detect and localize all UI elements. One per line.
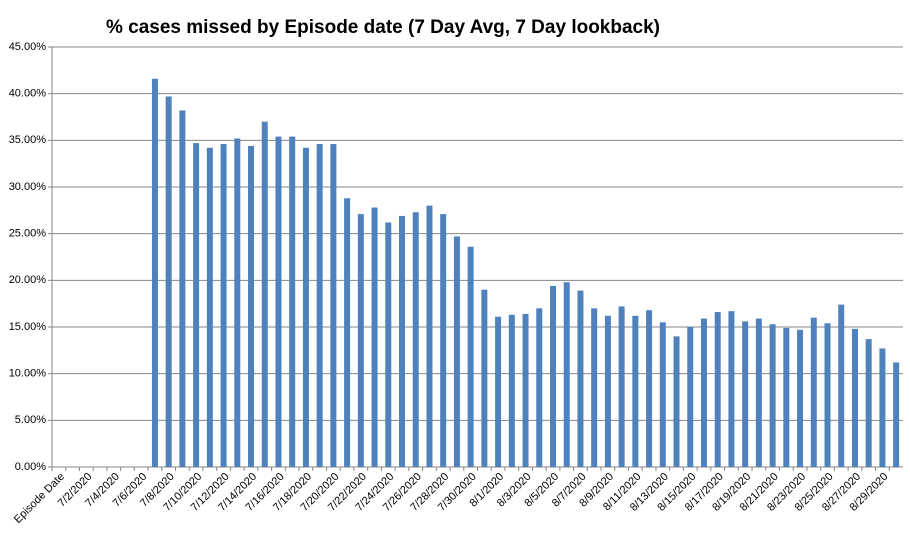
bar xyxy=(838,304,845,467)
bar xyxy=(385,222,392,467)
y-tick-label: 0.00% xyxy=(15,461,46,473)
bar xyxy=(371,207,378,468)
bar xyxy=(700,318,707,467)
bar xyxy=(344,198,351,467)
bar xyxy=(289,136,296,467)
y-tick-label: 25.00% xyxy=(9,228,47,240)
bar xyxy=(206,147,213,468)
bar xyxy=(851,328,858,467)
bar xyxy=(728,311,735,467)
bar xyxy=(536,308,543,467)
bar xyxy=(248,145,255,467)
bar xyxy=(522,313,529,467)
bar xyxy=(330,144,337,468)
bar xyxy=(632,315,639,467)
bar xyxy=(893,362,900,467)
bar xyxy=(646,310,653,467)
bar xyxy=(179,110,186,467)
bar xyxy=(467,246,474,467)
y-tick-label: 5.00% xyxy=(15,414,46,426)
bar xyxy=(412,212,419,467)
bar xyxy=(426,205,433,467)
bar xyxy=(673,336,680,467)
bar xyxy=(193,143,200,467)
y-tick-label: 20.00% xyxy=(9,274,47,286)
bar xyxy=(659,322,666,467)
y-tick-label: 10.00% xyxy=(9,368,47,380)
bar xyxy=(549,285,556,467)
bar xyxy=(604,315,611,467)
bar xyxy=(316,144,323,468)
y-tick-label: 45.00% xyxy=(9,41,47,53)
bar xyxy=(797,329,804,467)
bar xyxy=(618,306,625,467)
bar xyxy=(234,138,241,467)
bar xyxy=(508,314,515,467)
bar xyxy=(563,282,570,467)
bar xyxy=(165,96,172,467)
bar xyxy=(810,317,817,467)
bar xyxy=(302,147,309,468)
bar xyxy=(783,327,790,467)
bar xyxy=(591,308,598,467)
bar xyxy=(865,339,872,467)
bar xyxy=(275,136,282,467)
bar xyxy=(399,215,406,467)
bar xyxy=(824,323,831,467)
chart-title: % cases missed by Episode date (7 Day Av… xyxy=(106,17,660,38)
bar xyxy=(577,290,584,467)
bar xyxy=(220,144,227,468)
bar xyxy=(261,121,268,468)
y-tick-label: 15.00% xyxy=(9,321,47,333)
y-tick-label: 30.00% xyxy=(9,181,47,193)
bar xyxy=(440,214,447,467)
bar xyxy=(481,289,488,467)
bar xyxy=(357,214,364,467)
bar xyxy=(151,78,158,467)
y-tick-label: 35.00% xyxy=(9,134,47,146)
y-tick-label: 40.00% xyxy=(9,88,47,100)
bar xyxy=(687,327,694,467)
bar xyxy=(714,312,721,467)
bar xyxy=(755,318,762,467)
bar xyxy=(495,316,502,467)
bar xyxy=(742,321,749,467)
bar xyxy=(769,324,776,467)
bar xyxy=(453,236,460,467)
bar xyxy=(879,348,886,467)
